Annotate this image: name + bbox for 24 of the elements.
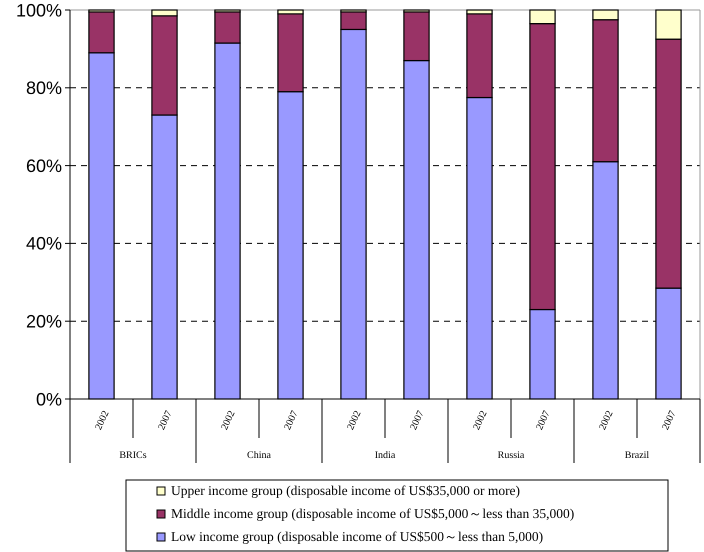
text: China (247, 450, 272, 461)
text: BRICs (119, 450, 147, 461)
text: Russia (498, 450, 525, 461)
x-tick-label: 2002 (93, 409, 112, 432)
x-tick-label: 2002 (345, 409, 364, 432)
y-tick-label: 20% (26, 312, 62, 332)
x-tick-label: 2007 (282, 409, 301, 432)
x-tick-label: 2007 (408, 409, 427, 432)
text: Brazil (624, 450, 650, 461)
text: India (374, 450, 396, 461)
x-tick-label: 2007 (660, 409, 679, 432)
x-tick-label: 2002 (471, 409, 490, 432)
y-tick-label: 0% (36, 389, 62, 410)
x-tick-label: 2007 (156, 409, 175, 432)
x-tick-label: 2002 (219, 409, 238, 432)
y-tick-label: 100% (16, 0, 62, 20)
y-tick-label: 60% (26, 156, 62, 176)
x-tick-label: 2002 (597, 409, 616, 432)
y-tick-label: 40% (26, 234, 62, 254)
y-tick-label: 80% (26, 78, 62, 98)
legend-label: Middle income group (disposable income of US$5,000～less than 35,000) (171, 506, 574, 521)
x-tick-label: 2007 (534, 409, 553, 432)
legend-label: Low income group (disposable income of US$500～less than 5,000) (171, 529, 544, 544)
legend-label: Upper income group (disposable income of US$35,000 or more) (171, 483, 520, 498)
